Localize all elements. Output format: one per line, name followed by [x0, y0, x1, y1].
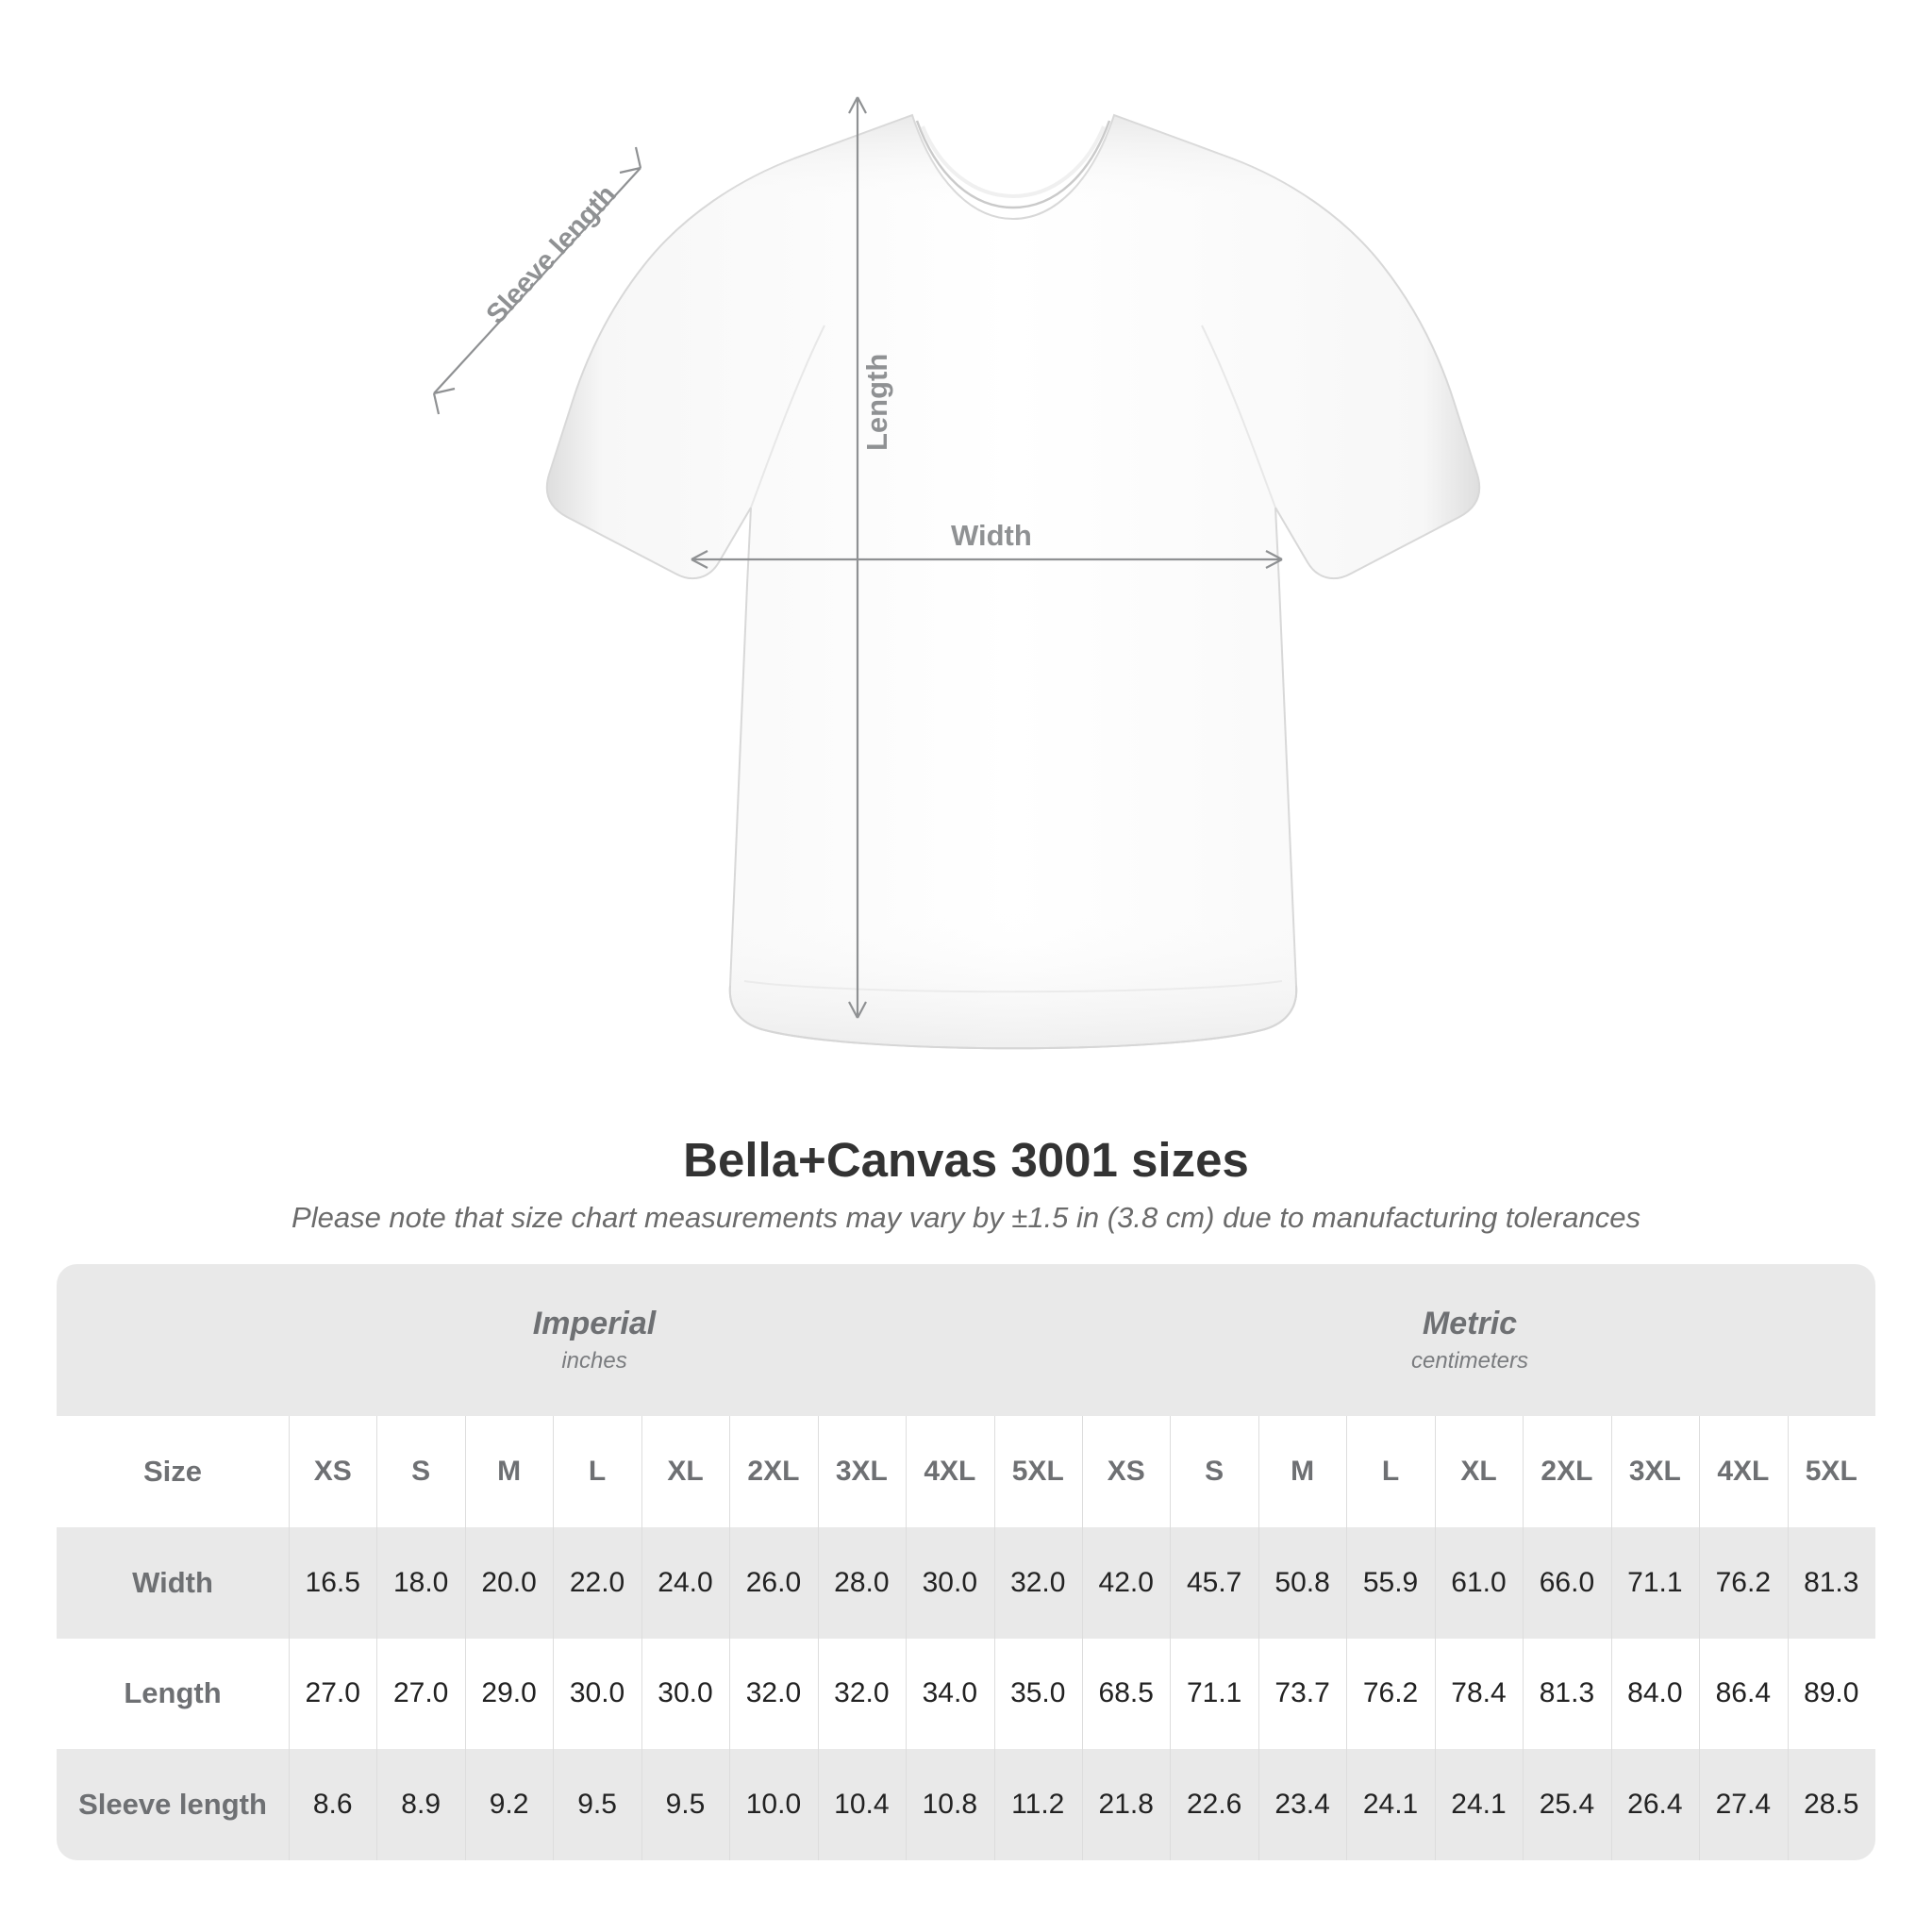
svg-text:Width: Width — [951, 519, 1032, 552]
svg-text:Length: Length — [860, 354, 893, 451]
svg-text:Sleeve length: Sleeve length — [481, 179, 623, 329]
